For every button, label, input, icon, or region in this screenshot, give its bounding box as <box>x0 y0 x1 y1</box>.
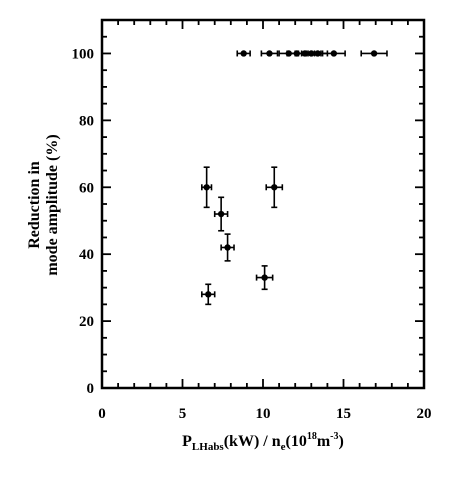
data-point <box>220 233 235 262</box>
y-tick-label: 100 <box>72 46 95 62</box>
x-tick-label: 10 <box>256 406 271 422</box>
data-point <box>201 283 216 306</box>
data-marker <box>217 210 225 218</box>
data-point <box>213 196 229 232</box>
data-point <box>360 50 388 57</box>
data-marker <box>370 50 378 57</box>
data-marker <box>271 184 278 191</box>
x-tick-label: 5 <box>179 406 187 422</box>
data-points <box>201 50 388 306</box>
data-point <box>260 50 279 57</box>
data-marker <box>330 50 338 57</box>
x-tick-label: 15 <box>336 406 351 422</box>
y-axis-label: Reduction in mode amplitude (%) <box>26 134 61 275</box>
y-tick-label: 80 <box>79 113 94 129</box>
data-marker <box>261 274 268 281</box>
data-point <box>201 166 213 209</box>
tick-labels: 0 5 10 15 20 0 20 40 60 80 100 <box>72 46 432 422</box>
data-point <box>236 50 251 57</box>
plot-frame <box>100 18 426 390</box>
data-point <box>265 166 284 209</box>
x-axis-label: PLHabs(kW) / ne(1018m-3) <box>182 431 344 453</box>
data-marker <box>314 50 321 57</box>
y-tick-label: 0 <box>87 381 95 397</box>
y-axis-label-line1: Reduction in <box>26 161 43 249</box>
data-point <box>255 265 274 291</box>
axis-ticks <box>101 19 425 389</box>
data-marker <box>240 50 247 57</box>
y-tick-label: 60 <box>79 180 94 196</box>
y-axis-label-line2: mode amplitude (%) <box>44 134 61 275</box>
data-marker <box>205 291 212 298</box>
data-marker <box>266 50 273 57</box>
data-point <box>321 50 346 57</box>
y-tick-label: 40 <box>79 247 94 263</box>
data-marker <box>224 244 231 251</box>
x-tick-label: 20 <box>417 406 432 422</box>
data-marker <box>203 184 210 191</box>
y-tick-label: 20 <box>79 314 94 330</box>
x-tick-label: 0 <box>98 406 106 422</box>
